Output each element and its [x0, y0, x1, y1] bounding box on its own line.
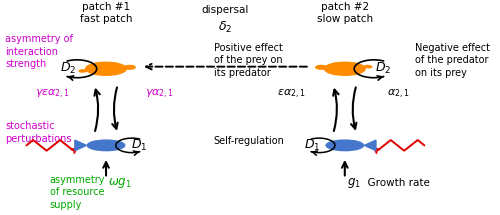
- Ellipse shape: [88, 140, 124, 151]
- Ellipse shape: [334, 71, 347, 74]
- Ellipse shape: [342, 63, 355, 67]
- Text: patch #2
slow patch: patch #2 slow patch: [316, 2, 373, 24]
- Text: $D_2$: $D_2$: [375, 61, 392, 76]
- Ellipse shape: [120, 66, 128, 69]
- Text: Self-regulation: Self-regulation: [214, 136, 284, 146]
- Text: dispersal: dispersal: [202, 5, 249, 15]
- Ellipse shape: [86, 62, 126, 75]
- Ellipse shape: [324, 62, 365, 75]
- Text: $\alpha_{2,1}$: $\alpha_{2,1}$: [388, 88, 410, 101]
- Text: Growth rate: Growth rate: [361, 178, 430, 188]
- Text: $g_1$: $g_1$: [347, 176, 361, 190]
- Text: stochastic
perturbations: stochastic perturbations: [6, 121, 72, 144]
- Text: $D_1$: $D_1$: [130, 138, 147, 153]
- Text: asymmetry
of resource
supply: asymmetry of resource supply: [50, 175, 106, 210]
- Ellipse shape: [93, 64, 119, 73]
- Ellipse shape: [104, 63, 117, 67]
- Ellipse shape: [79, 70, 86, 72]
- Polygon shape: [75, 140, 86, 151]
- Text: $D_1$: $D_1$: [304, 138, 320, 153]
- Ellipse shape: [322, 66, 330, 69]
- Ellipse shape: [96, 71, 108, 74]
- Text: $\delta_2$: $\delta_2$: [218, 20, 232, 35]
- Text: Positive effect
of the prey on
its predator: Positive effect of the prey on its preda…: [214, 43, 282, 78]
- Ellipse shape: [326, 140, 364, 151]
- Ellipse shape: [316, 65, 326, 69]
- Text: $\gamma\varepsilon\alpha_{2,1}$: $\gamma\varepsilon\alpha_{2,1}$: [34, 88, 70, 101]
- Ellipse shape: [332, 64, 357, 73]
- Ellipse shape: [364, 66, 372, 68]
- Text: $\varepsilon\alpha_{2,1}$: $\varepsilon\alpha_{2,1}$: [276, 88, 305, 101]
- Text: $\gamma\alpha_{2,1}$: $\gamma\alpha_{2,1}$: [146, 88, 174, 101]
- Ellipse shape: [96, 63, 108, 67]
- Ellipse shape: [125, 65, 135, 69]
- Text: $\omega g_1$: $\omega g_1$: [108, 176, 132, 190]
- Ellipse shape: [334, 63, 347, 67]
- Ellipse shape: [342, 71, 355, 74]
- Text: asymmetry of
interaction
strength: asymmetry of interaction strength: [6, 34, 73, 69]
- Text: $D_2$: $D_2$: [60, 61, 76, 76]
- Ellipse shape: [104, 71, 117, 74]
- Text: patch #1
fast patch: patch #1 fast patch: [80, 2, 132, 24]
- Text: Negative effect
of the predator
on its prey: Negative effect of the predator on its p…: [415, 43, 490, 78]
- Polygon shape: [364, 140, 376, 151]
